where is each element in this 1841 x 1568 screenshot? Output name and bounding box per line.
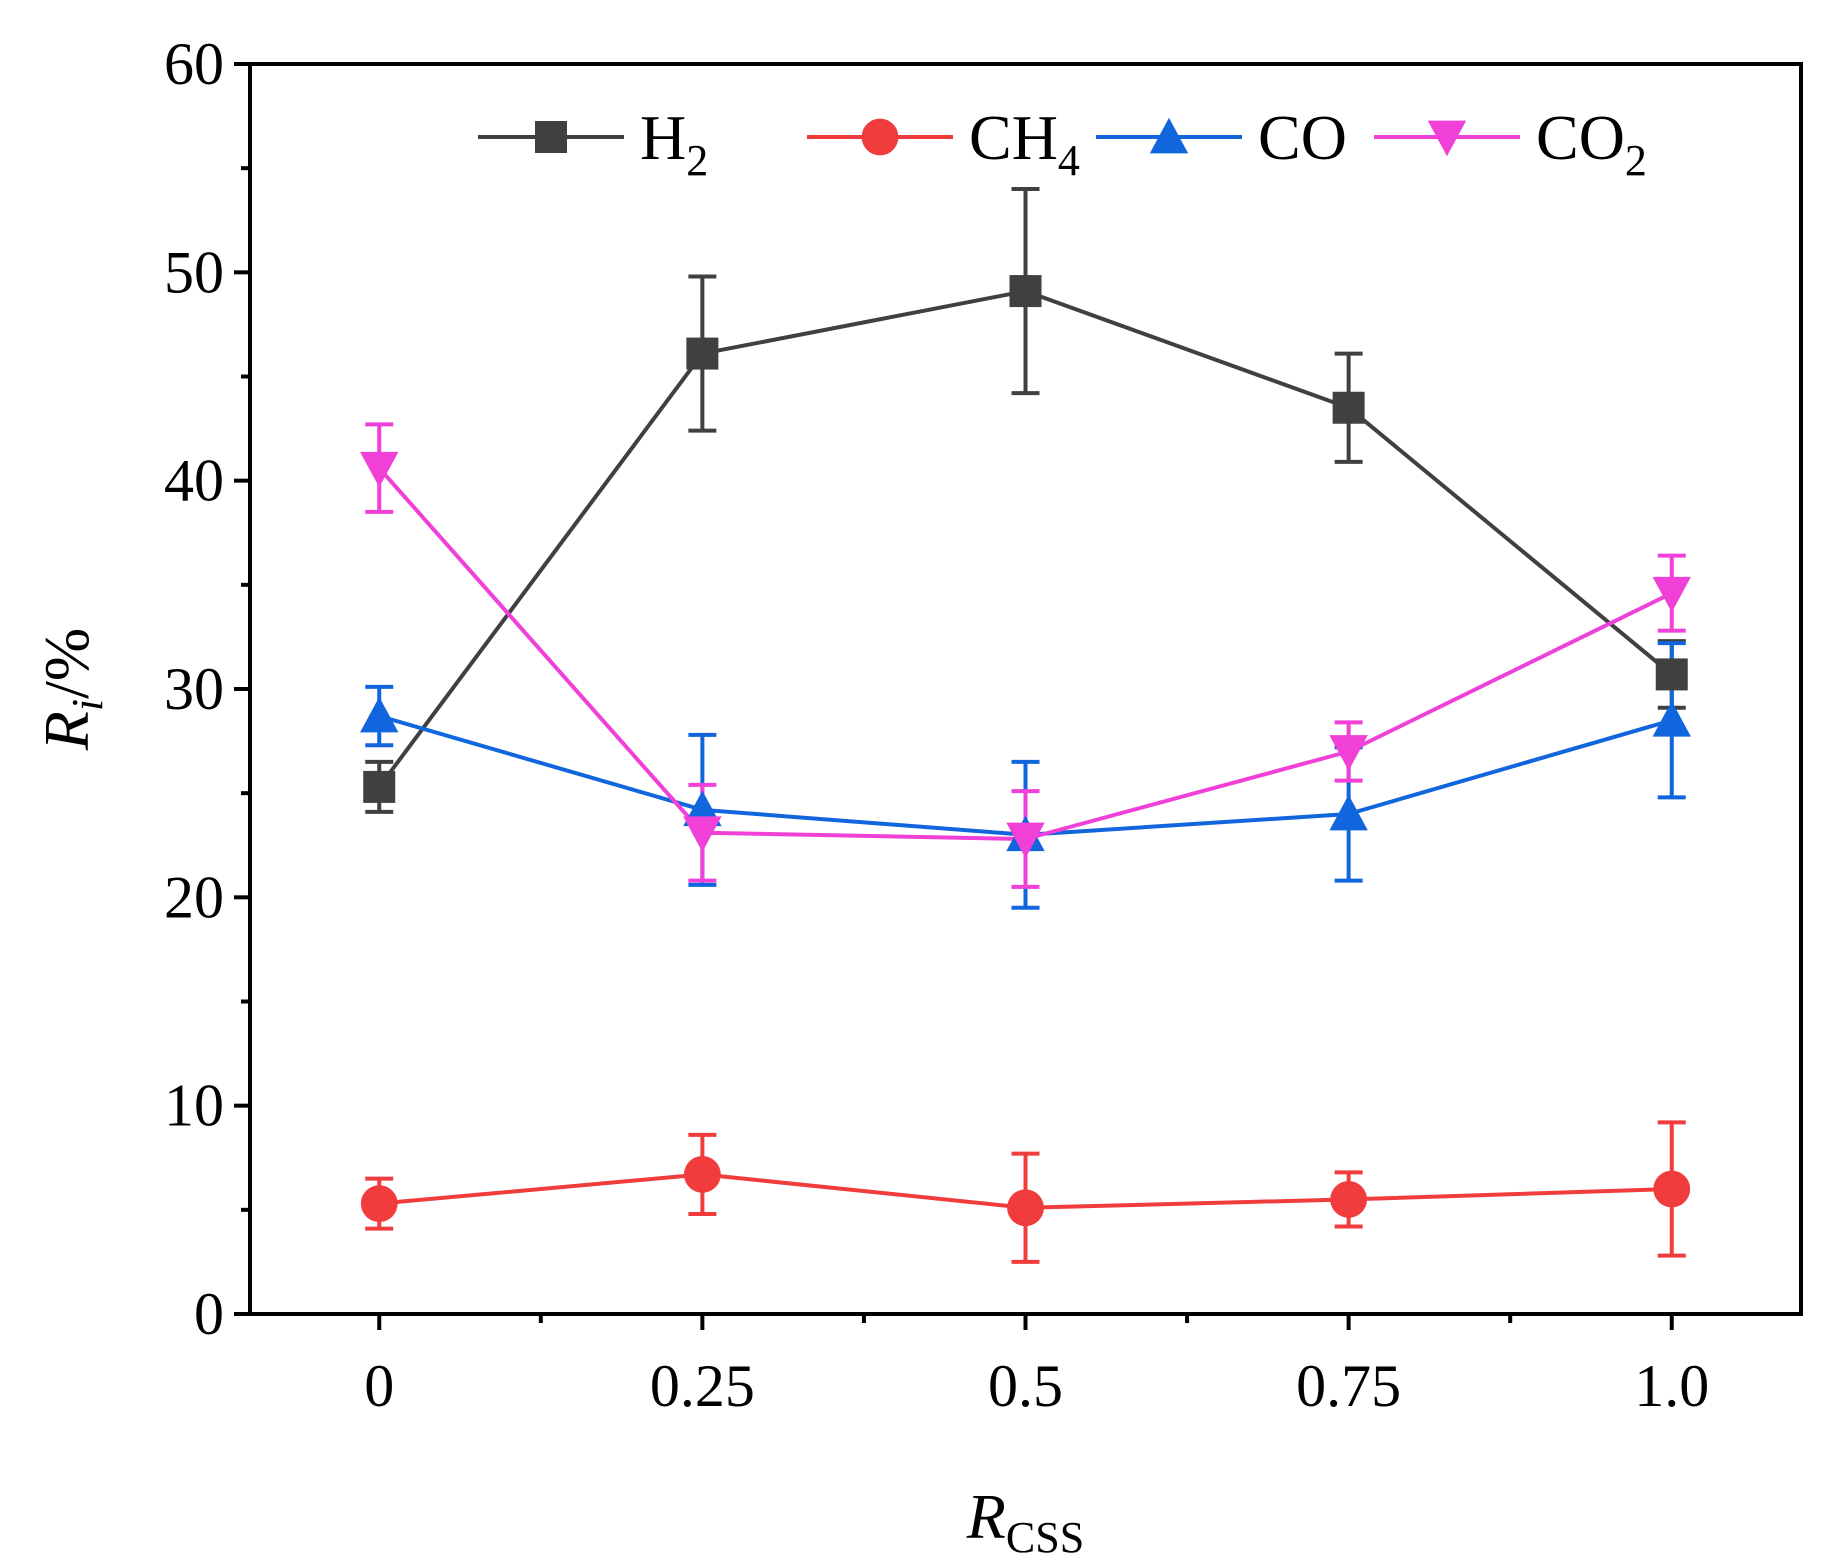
co2-point <box>1006 822 1045 859</box>
y-tick-label: 20 <box>164 864 224 930</box>
ch4-point <box>1007 1189 1044 1227</box>
ch4-point <box>360 1185 398 1222</box>
h2-legend-name: H <box>640 102 686 173</box>
co2-point <box>360 451 399 488</box>
y-tick-label: 0 <box>194 1281 224 1347</box>
co2-legend-marker <box>1427 120 1467 157</box>
h2-legend-label: H2 <box>640 102 708 185</box>
x-tick-label: 0.5 <box>988 1353 1063 1419</box>
x-axis-title-main: R <box>966 1481 1006 1552</box>
ch4-legend-name: CH <box>969 102 1058 173</box>
y-axis-title-sub: i <box>63 699 112 711</box>
x-axis-title-sub: CSS <box>1006 1513 1084 1562</box>
h2-point <box>1332 391 1365 424</box>
h2-point <box>1655 658 1688 691</box>
x-tick-label: 0.25 <box>650 1353 755 1419</box>
x-tick-label: 0.75 <box>1296 1353 1401 1419</box>
co2-point <box>683 816 722 852</box>
series-lines <box>377 289 1674 1210</box>
error-bars <box>365 187 1686 1264</box>
co-point <box>360 696 399 733</box>
h2-point <box>363 770 396 803</box>
y-tick-label: 40 <box>164 448 224 514</box>
ch4-point <box>1330 1181 1368 1218</box>
y-tick-label: 60 <box>164 31 224 97</box>
co2-point <box>1652 576 1691 613</box>
x-axis-title: RCSS <box>966 1481 1084 1562</box>
y-tick-label: 50 <box>164 239 224 305</box>
y-axis-title-suffix: /% <box>31 628 102 699</box>
x-tick-label: 0 <box>364 1353 394 1419</box>
co-legend-label: CO <box>1258 102 1347 173</box>
co2-point <box>1329 735 1368 771</box>
ch4-legend-marker <box>861 118 899 156</box>
h2-point <box>1009 275 1042 308</box>
co2-legend-sub: 2 <box>1625 136 1647 185</box>
h2-point <box>686 337 719 370</box>
ticks: 0 10 20 30 40 50 60 0 0.25 0.5 0.75 1.0 <box>164 31 1709 1419</box>
co-legend-name: CO <box>1258 102 1347 173</box>
h2-legend-sub: 2 <box>686 136 708 185</box>
legend: H2 CH4 CO CO2 <box>478 102 1647 185</box>
y-tick-label: 30 <box>164 656 224 722</box>
y-axis-title: Ri/% <box>31 628 112 751</box>
co-point <box>1329 794 1368 831</box>
y-axis-title-main: R <box>31 711 102 751</box>
co-legend-marker <box>1149 117 1189 154</box>
co2-legend-label: CO2 <box>1536 102 1647 185</box>
h2-legend-marker <box>535 121 567 153</box>
series-markers <box>360 275 1691 1227</box>
co-point <box>1652 701 1691 737</box>
ch4-legend-label: CH4 <box>969 102 1080 185</box>
co2-legend-name: CO <box>1536 102 1625 173</box>
y-tick-label: 10 <box>164 1073 224 1139</box>
ch4-point <box>1653 1170 1691 1208</box>
x-tick-label: 1.0 <box>1634 1353 1709 1419</box>
ch4-point <box>683 1156 721 1193</box>
ch4-legend-sub: 4 <box>1058 136 1080 185</box>
